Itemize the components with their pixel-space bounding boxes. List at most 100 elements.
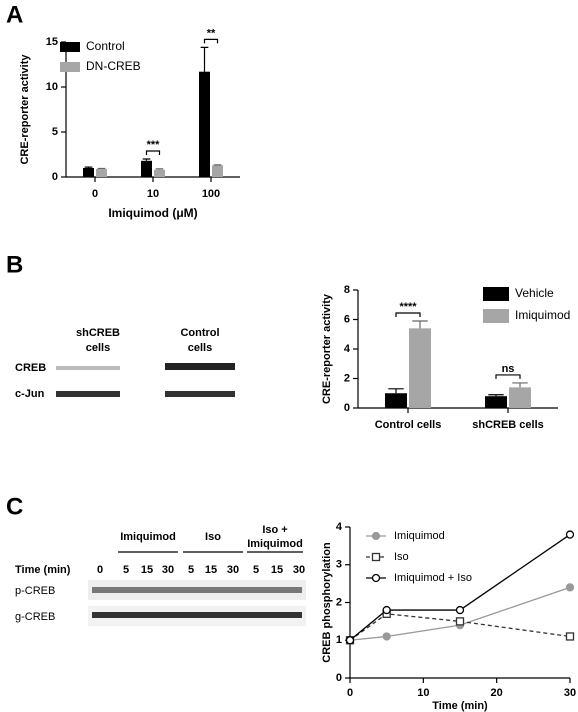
line — [349, 613, 571, 641]
blot-b-bands — [56, 363, 235, 397]
error-bar — [388, 388, 404, 394]
marker — [382, 632, 391, 641]
x-tick-label: 10 — [147, 188, 159, 200]
y-tick-label: 15 — [46, 36, 58, 48]
y-tick-label: 0 — [344, 402, 350, 414]
significance-label: **** — [399, 301, 417, 313]
y-tick-label: 0 — [336, 672, 342, 684]
time-point: 5 — [253, 564, 259, 576]
time-point: 0 — [97, 564, 103, 576]
x-axis-title: Time (min) — [432, 700, 488, 712]
blot-row-label: c-Jun — [15, 388, 45, 400]
y-tick-label: 10 — [46, 81, 58, 93]
significance-bracket — [145, 150, 161, 155]
y-tick-label: 3 — [336, 559, 342, 571]
x-tick-label: 30 — [564, 687, 576, 699]
y-tick-label: 1 — [336, 634, 342, 646]
bar — [83, 168, 94, 177]
y-tick-label: 5 — [52, 126, 58, 138]
bar — [385, 393, 407, 408]
panel-label: B — [6, 251, 23, 278]
y-tick-label: 2 — [344, 372, 350, 384]
time-point: 15 — [271, 564, 283, 576]
lane-group-label: cells — [86, 342, 110, 354]
y-axis-title: CREB phosphorylation — [321, 542, 333, 663]
legend-label: Imiquimod — [394, 530, 445, 542]
panel-label: C — [6, 493, 23, 520]
marker — [382, 605, 391, 615]
legend-label: Vehicle — [515, 286, 554, 300]
x-tick-label: 10 — [417, 687, 429, 699]
marker — [565, 583, 575, 592]
line — [349, 586, 571, 641]
y-tick-label: 0 — [52, 171, 58, 183]
blot-c-bands — [88, 551, 306, 626]
legend-label: DN-CREB — [86, 59, 141, 73]
x-tick-label: 100 — [202, 188, 220, 200]
bar — [96, 168, 107, 177]
error-bar — [155, 168, 164, 170]
blot-row-label: g-CREB — [15, 611, 55, 623]
significance-bracket — [395, 312, 421, 317]
x-axis-title: Imiquimod (μM) — [108, 206, 197, 220]
time-point: 30 — [227, 564, 239, 576]
error-bar — [142, 158, 151, 161]
blot-row-label: p-CREB — [15, 585, 55, 597]
treatment-label: Iso + — [262, 524, 287, 536]
marker — [345, 636, 355, 645]
lane-group-label: shCREB — [76, 327, 120, 339]
significance-label: *** — [147, 139, 161, 151]
panel-label: A — [6, 1, 23, 28]
treatment-label: Iso — [205, 531, 221, 543]
legend-label: Control — [86, 39, 125, 53]
y-tick-label: 6 — [344, 313, 350, 325]
marker — [565, 632, 575, 641]
x-tick-label: 20 — [491, 687, 503, 699]
error-bar — [200, 46, 209, 72]
legend-label: Imiquimod — [515, 308, 570, 322]
error-bar — [512, 382, 528, 388]
bar — [141, 160, 152, 177]
time-point: 5 — [123, 564, 129, 576]
y-tick-label: 2 — [336, 596, 342, 608]
time-point: 15 — [205, 564, 217, 576]
marker — [455, 617, 465, 626]
time-label: Time (min) — [15, 564, 71, 576]
legend-swatch — [60, 42, 80, 52]
lane-group-label: cells — [188, 342, 212, 354]
significance-bracket — [495, 374, 521, 379]
y-tick-label: 4 — [336, 521, 343, 533]
x-tick-label: Control cells — [375, 419, 442, 431]
legend-marker — [371, 552, 381, 562]
bar — [212, 165, 223, 177]
bar — [409, 328, 431, 408]
bar — [485, 396, 507, 408]
bar — [154, 169, 165, 177]
error-bar — [84, 166, 93, 168]
time-point: 30 — [162, 564, 174, 576]
legend-swatch — [60, 62, 80, 72]
legend-label: Iso — [394, 551, 409, 563]
time-point: 15 — [141, 564, 153, 576]
error-bar — [488, 394, 504, 397]
legend-label: Imiquimod + Iso — [394, 572, 472, 584]
bar — [509, 387, 531, 408]
marker — [565, 530, 575, 539]
legend-marker — [371, 531, 381, 541]
significance-label: ** — [207, 27, 216, 39]
x-tick-label: 0 — [347, 687, 353, 699]
blot-row-label: CREB — [15, 362, 46, 374]
legend-swatch — [483, 287, 509, 301]
y-axis-title: CRE-reporter activity — [19, 54, 31, 165]
treatment-label: Imiquimod — [247, 538, 303, 550]
y-axis-title: CRE-reporter activity — [321, 293, 333, 404]
time-point: 5 — [188, 564, 194, 576]
time-point: 30 — [293, 564, 305, 576]
y-tick-label: 8 — [344, 284, 350, 296]
x-tick-label: shCREB cells — [472, 419, 544, 431]
line — [349, 534, 571, 641]
significance-label: ns — [502, 363, 515, 375]
significance-bracket — [203, 38, 219, 44]
y-tick-label: 4 — [344, 343, 351, 355]
